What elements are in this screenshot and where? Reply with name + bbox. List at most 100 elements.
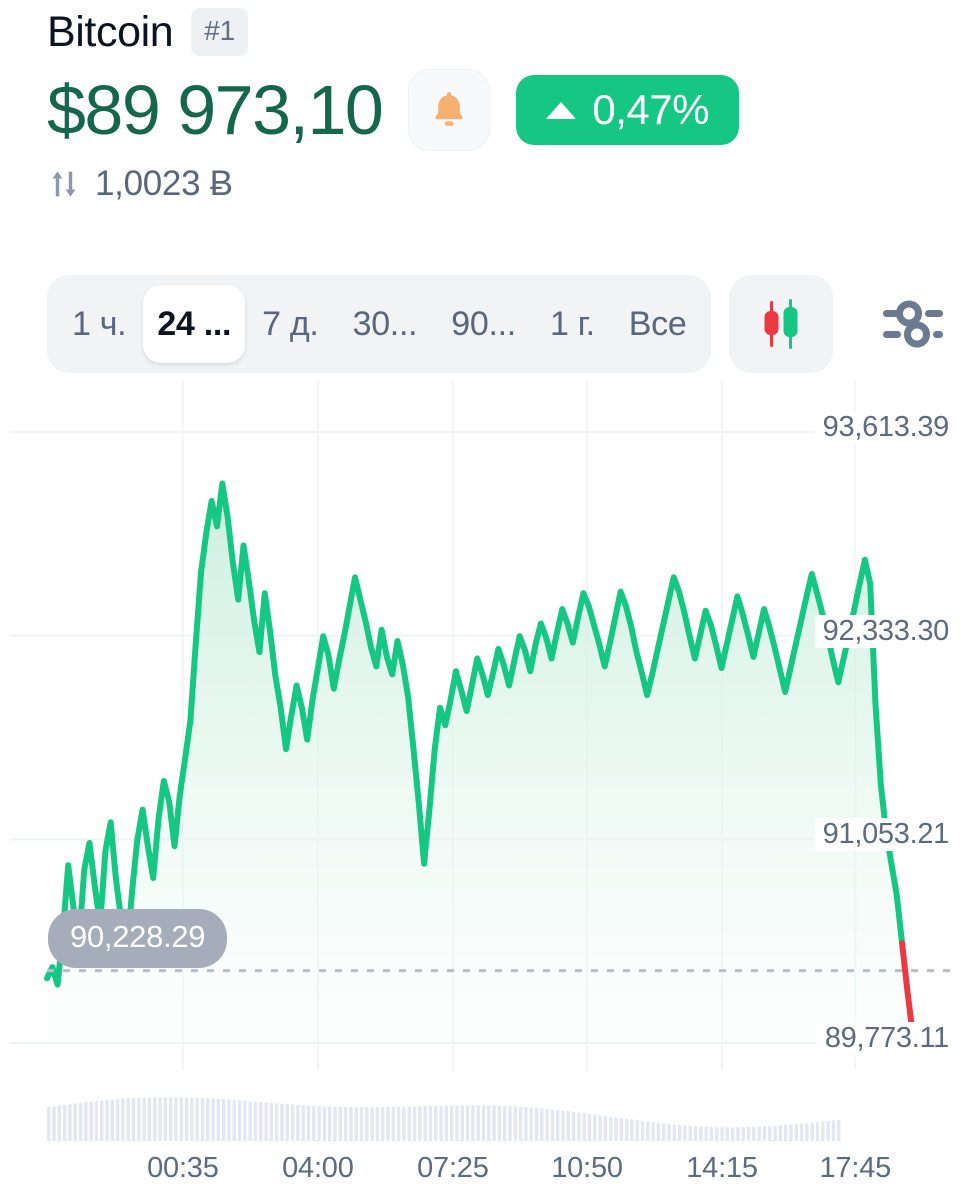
volume-bars[interactable]: [47, 1097, 843, 1145]
candlestick-toggle-button[interactable]: [729, 275, 834, 373]
volume-bar: [598, 1115, 602, 1141]
price-chart[interactable]: 93,613.39 92,333.30 91,053.21 89,773.11 …: [0, 380, 961, 1080]
y-axis-label-0: 93,613.39: [814, 411, 951, 444]
volume-bar: [232, 1100, 236, 1141]
volume-bar: [672, 1124, 677, 1141]
volume-bar: [518, 1106, 523, 1141]
chart-controls: 1 ч. 24 ... 7 д. 30... 90... 1 г. Все: [0, 272, 961, 376]
volume-bar: [502, 1106, 507, 1141]
volume-bar: [571, 1111, 576, 1141]
volume-bar: [269, 1102, 274, 1141]
area-fill-path: [47, 483, 903, 1043]
volume-bar: [89, 1101, 93, 1141]
volume-bar: [163, 1097, 168, 1141]
volume-bar: [142, 1097, 146, 1141]
page-title: Bitcoin: [47, 7, 174, 56]
price-line-positive: [44, 480, 906, 988]
volume-bar: [593, 1114, 597, 1141]
caret-up-icon: [546, 101, 577, 119]
volume-bar: [153, 1097, 157, 1141]
volume-bar: [449, 1105, 454, 1141]
volume-bar: [768, 1126, 772, 1141]
x-axis-tick-0: 00:35: [147, 1152, 219, 1184]
volume-bar: [290, 1104, 295, 1141]
current-price: $89 973,10: [47, 71, 384, 149]
range-option-6[interactable]: Все: [628, 304, 687, 343]
reference-price-pill: 90,228.29: [48, 908, 228, 968]
volume-bar: [513, 1106, 517, 1141]
volume-bar: [126, 1098, 130, 1141]
volume-bar: [402, 1106, 406, 1141]
volume-bar: [78, 1102, 83, 1141]
chart-settings-button[interactable]: [873, 284, 953, 364]
volume-bar: [667, 1124, 671, 1141]
volume-bar: [285, 1104, 289, 1141]
volume-bar: [391, 1106, 396, 1141]
range-option-1[interactable]: 24 ...: [143, 285, 246, 363]
volume-bar: [365, 1107, 369, 1141]
volume-bar: [555, 1109, 560, 1141]
volume-bar: [609, 1116, 613, 1141]
range-option-0[interactable]: 1 ч.: [72, 304, 127, 343]
volume-bar: [312, 1105, 316, 1141]
volume-bar: [709, 1126, 714, 1141]
volume-bar: [221, 1099, 226, 1141]
volume-bar: [635, 1120, 639, 1141]
volume-bar: [412, 1106, 417, 1141]
volume-bar: [757, 1126, 761, 1141]
volume-bar: [359, 1107, 364, 1141]
price-change-value: 0,47%: [592, 86, 709, 133]
volume-bar: [481, 1105, 486, 1141]
volume-bar: [773, 1125, 777, 1141]
y-axis-label-2: 91,053.21: [814, 818, 951, 852]
volume-bar: [778, 1125, 783, 1141]
volume-bar: [370, 1107, 374, 1141]
range-option-4[interactable]: 90...: [451, 304, 516, 343]
coin-header: Bitcoin #1 $89 973,10 0,47% 1,0023 Ƀ: [0, 0, 961, 208]
volume-bar: [306, 1105, 311, 1141]
volume-bar: [746, 1126, 751, 1141]
time-range-selector[interactable]: 1 ч. 24 ... 7 д. 30... 90... 1 г. Все: [47, 275, 712, 373]
volume-bar: [428, 1106, 433, 1141]
volume-bar: [100, 1100, 104, 1141]
volume-bar: [497, 1105, 502, 1141]
volume-bar: [460, 1105, 464, 1141]
volume-bar: [545, 1108, 549, 1141]
volume-bar: [826, 1121, 830, 1141]
volume-bar: [762, 1126, 767, 1141]
volume-bar: [577, 1112, 581, 1141]
x-axis-tick-4: 14:15: [686, 1152, 758, 1184]
volume-bar: [688, 1125, 692, 1141]
volume-bar: [237, 1100, 242, 1141]
volume-bar: [105, 1100, 109, 1141]
price-alert-button[interactable]: [408, 69, 491, 151]
range-option-3[interactable]: 30...: [352, 304, 418, 343]
volume-bar: [730, 1127, 735, 1141]
volume-bar: [524, 1107, 528, 1141]
volume-bar: [274, 1103, 279, 1141]
volume-bar: [195, 1097, 199, 1141]
price-row: $89 973,10 0,47%: [0, 58, 961, 156]
y-axis-label-3: 89,773.11: [816, 1022, 951, 1055]
volume-bar: [280, 1103, 284, 1141]
volume-bar: [725, 1127, 730, 1141]
btc-conversion-row[interactable]: 1,0023 Ƀ: [0, 156, 961, 208]
volume-bar: [253, 1101, 258, 1141]
range-option-5[interactable]: 1 г.: [549, 304, 595, 343]
volume-bar: [73, 1103, 77, 1141]
volume-bar: [68, 1104, 72, 1141]
volume-bar: [720, 1127, 724, 1141]
volume-bar: [540, 1108, 544, 1141]
volume-bar: [699, 1126, 703, 1141]
range-option-2[interactable]: 7 д.: [262, 304, 319, 343]
candlestick-icon: [764, 299, 798, 349]
volume-bar: [259, 1102, 263, 1141]
volume-bar: [301, 1105, 305, 1141]
x-axis-tick-5: 17:45: [819, 1152, 892, 1184]
volume-bar: [381, 1107, 385, 1141]
volume-bar: [168, 1097, 173, 1141]
volume-bar: [407, 1106, 411, 1141]
x-axis: 00:35 04:00 07:25 10:50 14:15 17:45: [0, 1152, 961, 1196]
volume-bar: [821, 1121, 825, 1141]
price-chart-svg: [10, 380, 951, 1070]
